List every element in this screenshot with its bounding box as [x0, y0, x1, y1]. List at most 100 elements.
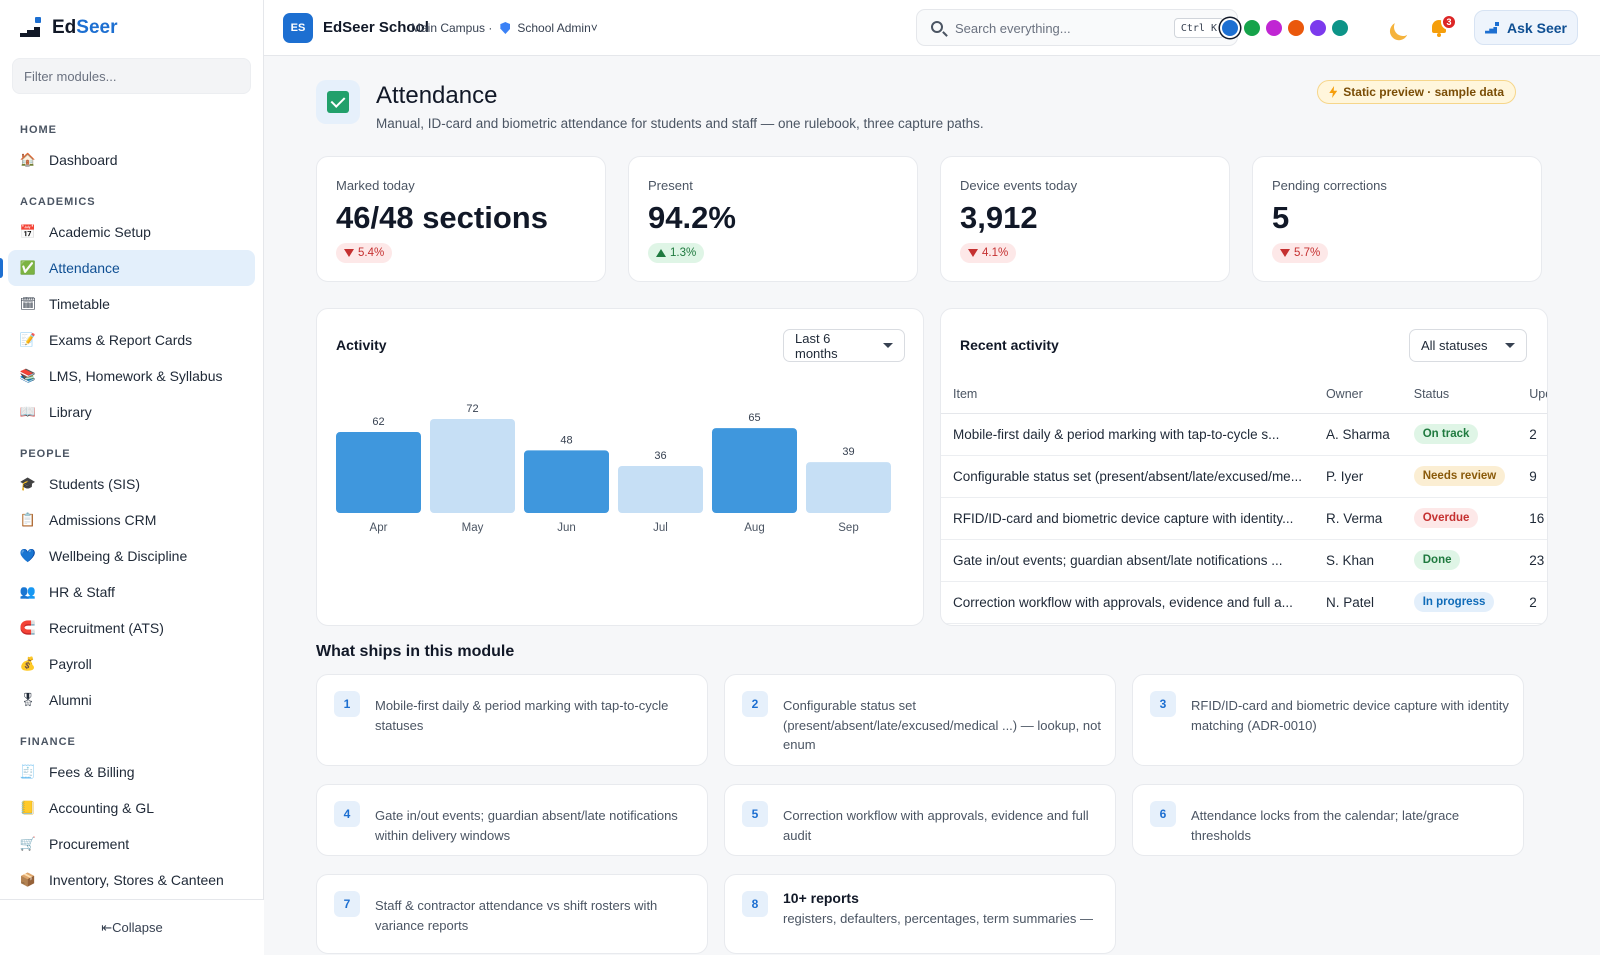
- calendar-grid-icon: 🗓: [19, 296, 37, 311]
- sidebar-item-label: Dashboard: [49, 152, 118, 168]
- lightning-icon: [1329, 86, 1338, 98]
- table-row[interactable]: RFID/ID-card and biometric device captur…: [941, 497, 1547, 540]
- sidebar-item-accounting[interactable]: 📒 Accounting & GL: [8, 790, 255, 826]
- theme-color-swatch[interactable]: [1222, 20, 1238, 36]
- bar-aug[interactable]: [712, 428, 797, 513]
- theme-color-swatch[interactable]: [1266, 20, 1282, 36]
- dark-mode-toggle-icon[interactable]: [1392, 16, 1414, 38]
- sidebar-item-label: HR & Staff: [49, 584, 115, 600]
- feature-number: 2: [742, 691, 768, 717]
- kpi-card-marked-today: Marked today 46/48 sections 5.4%: [316, 156, 606, 282]
- nav-section-finance: FINANCE: [20, 736, 76, 748]
- sidebar-item-fees[interactable]: 🧾 Fees & Billing: [8, 754, 255, 790]
- theme-color-swatch[interactable]: [1332, 20, 1348, 36]
- static-preview-badge: Static preview · sample data: [1317, 80, 1516, 104]
- features-section-title: What ships in this module: [316, 643, 515, 660]
- campus-label: Main Campus ·: [411, 21, 493, 35]
- feature-number: 4: [334, 801, 360, 827]
- kpi-value: 46/48 sections: [336, 200, 548, 235]
- sidebar-item-label: Procurement: [49, 836, 130, 852]
- kpi-delta-value: 5.4%: [358, 247, 385, 259]
- feature-number: 3: [1150, 691, 1176, 717]
- feature-text: 10+ reports registers, defaulters, percen…: [783, 889, 1101, 928]
- package-icon: 📦: [19, 872, 37, 887]
- search-input[interactable]: Search everything...: [955, 21, 1071, 36]
- feature-number: 7: [334, 891, 360, 917]
- sidebar-item-procurement[interactable]: 🛒 Procurement: [8, 826, 255, 862]
- column-header-item[interactable]: Item: [941, 375, 1314, 414]
- kpi-card-present: Present 94.2% 1.3%: [628, 156, 918, 282]
- down-arrow-icon: [1280, 249, 1290, 257]
- global-search[interactable]: Search everything... Ctrl K: [916, 9, 1238, 46]
- feature-number: 1: [334, 691, 360, 717]
- sidebar-item-attendance[interactable]: ✅ Attendance: [0, 250, 255, 286]
- sidebar-item-recruitment[interactable]: 🧲 Recruitment (ATS): [8, 610, 255, 646]
- cell-status: Overdue: [1401, 497, 1518, 540]
- sidebar-item-label: Wellbeing & Discipline: [49, 548, 188, 564]
- campus-role[interactable]: Main Campus · School Admin˅: [411, 21, 598, 35]
- bar-may[interactable]: [430, 419, 515, 513]
- bar-apr[interactable]: [336, 432, 421, 513]
- sidebar-item-label: Timetable: [49, 296, 110, 312]
- role-switcher[interactable]: School Admin˅: [517, 21, 598, 35]
- column-header-status[interactable]: Status: [1401, 375, 1518, 414]
- range-select[interactable]: Last 6 months: [783, 329, 905, 362]
- bar-jul[interactable]: [618, 466, 703, 513]
- status-badge: Done: [1413, 550, 1461, 570]
- bar-sep[interactable]: [806, 462, 891, 513]
- ledger-icon: 📒: [19, 800, 37, 815]
- sidebar-item-payroll[interactable]: 💰 Payroll: [8, 646, 255, 682]
- table-header-row: Item Owner Status Upd: [941, 375, 1547, 414]
- sidebar-item-library[interactable]: 📖 Library: [8, 394, 255, 430]
- main-content: Attendance Manual, ID-card and biometric…: [264, 56, 1600, 955]
- sidebar-item-wellbeing[interactable]: 💙 Wellbeing & Discipline: [8, 538, 255, 574]
- sidebar-item-label: Students (SIS): [49, 476, 141, 492]
- theme-color-swatch[interactable]: [1244, 20, 1260, 36]
- sidebar-item-alumni[interactable]: 🎖 Alumni: [8, 682, 255, 718]
- activity-title: Activity: [336, 337, 387, 353]
- feature-text: Staff & contractor attendance vs shift r…: [375, 896, 693, 935]
- table-row[interactable]: Correction workflow with approvals, evid…: [941, 581, 1547, 624]
- feature-number: 8: [742, 891, 768, 917]
- table-row[interactable]: Gate in/out events; guardian absent/late…: [941, 539, 1547, 582]
- sidebar-item-inventory[interactable]: 📦 Inventory, Stores & Canteen: [8, 862, 255, 898]
- kpi-value: 5: [1272, 200, 1290, 235]
- page-title: Attendance: [376, 82, 498, 109]
- sidebar-item-dashboard[interactable]: 🏠 Dashboard: [8, 142, 255, 178]
- kpi-value: 3,912: [960, 200, 1038, 235]
- sidebar-item-academic-setup[interactable]: 📅 Academic Setup: [8, 214, 255, 250]
- kpi-delta-value: 5.7%: [1294, 247, 1321, 259]
- table-row[interactable]: Mobile-first daily & period marking with…: [941, 413, 1547, 456]
- memo-icon: 📝: [19, 332, 37, 347]
- column-header-updated[interactable]: Upd: [1517, 375, 1547, 414]
- bar-value-label: 36: [654, 450, 666, 462]
- house-icon: 🏠: [19, 152, 37, 167]
- sidebar-item-exams[interactable]: 📝 Exams & Report Cards: [8, 322, 255, 358]
- cell-owner: P. Iyer: [1313, 455, 1402, 498]
- school-logo[interactable]: ES: [283, 13, 313, 43]
- feature-card: 1 Mobile-first daily & period marking wit…: [316, 674, 708, 766]
- books-icon: 📚: [19, 368, 37, 383]
- theme-color-swatch[interactable]: [1288, 20, 1304, 36]
- feature-number: 5: [742, 801, 768, 827]
- down-arrow-icon: [344, 249, 354, 257]
- brand[interactable]: EdSeer: [0, 0, 263, 56]
- sidebar-item-admissions[interactable]: 📋 Admissions CRM: [8, 502, 255, 538]
- kpi-label: Device events today: [960, 178, 1078, 193]
- filter-modules-input[interactable]: Filter modules...: [12, 58, 251, 94]
- ask-seer-button[interactable]: Ask Seer: [1474, 10, 1578, 45]
- table-row[interactable]: Configurable status set (present/absent/…: [941, 455, 1547, 498]
- feature-description: Correction workflow with approvals, evid…: [783, 808, 1089, 843]
- bar-jun[interactable]: [524, 450, 609, 513]
- cell-updated: 2: [1517, 413, 1547, 456]
- collapse-button[interactable]: ⇤Collapse: [0, 899, 264, 955]
- sidebar-item-hr[interactable]: 👥 HR & Staff: [8, 574, 255, 610]
- sidebar-item-students[interactable]: 🎓 Students (SIS): [8, 466, 255, 502]
- sidebar-item-timetable[interactable]: 🗓 Timetable: [8, 286, 255, 322]
- status-filter-select[interactable]: All statuses: [1409, 329, 1527, 362]
- theme-color-swatch[interactable]: [1310, 20, 1326, 36]
- feature-card: 7 Staff & contractor attendance vs shift …: [316, 874, 708, 954]
- column-header-owner[interactable]: Owner: [1313, 375, 1402, 414]
- sidebar-item-lms[interactable]: 📚 LMS, Homework & Syllabus: [8, 358, 255, 394]
- cell-status: In progress: [1401, 581, 1518, 624]
